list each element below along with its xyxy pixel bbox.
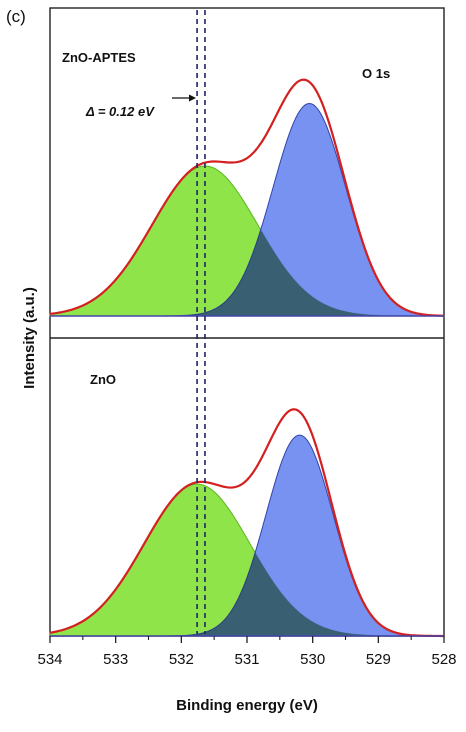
peak-label-o1s: O 1s	[362, 66, 390, 81]
reference-dashed-lines	[196, 10, 206, 634]
sample-label-zno-aptes: ZnO-APTES	[62, 50, 136, 65]
x-axis-label: Binding energy (eV)	[176, 697, 318, 714]
x-tick-label-529: 529	[366, 651, 391, 668]
y-axis-label: Intensity (a.u.)	[21, 287, 38, 389]
shift-arrow-icon	[172, 94, 196, 102]
x-axis-ticks: 534 533 532 531 530 529 528	[37, 636, 457, 668]
panel-label: (c)	[6, 7, 26, 26]
component-overlap	[50, 231, 444, 316]
x-tick-label-533: 533	[103, 651, 128, 668]
panel-zno	[49, 408, 445, 638]
x-tick-label-531: 531	[234, 651, 259, 668]
envelope-fit-line	[49, 78, 445, 317]
panel-zno-aptes	[49, 78, 445, 317]
component-overlap	[50, 552, 444, 636]
x-tick-label-530: 530	[300, 651, 325, 668]
x-tick-label-532: 532	[169, 651, 194, 668]
envelope-fit-line	[49, 408, 445, 638]
x-tick-label-528: 528	[431, 651, 456, 668]
x-tick-label-534: 534	[37, 651, 62, 668]
shift-annotation: Δ = 0.12 eV	[85, 104, 155, 119]
sample-label-zno: ZnO	[90, 372, 116, 387]
